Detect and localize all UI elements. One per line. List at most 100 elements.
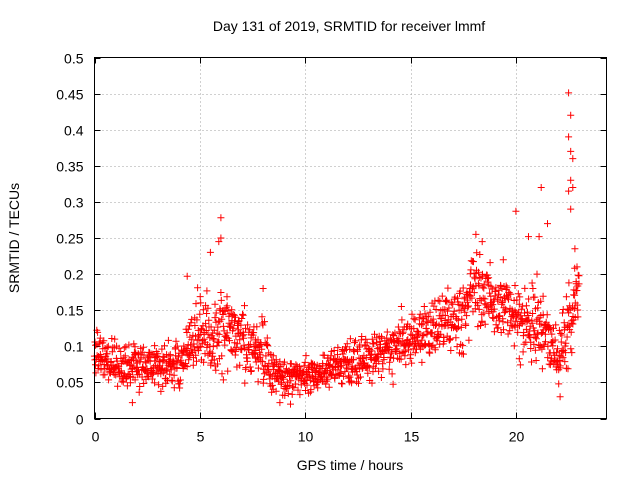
data-point bbox=[183, 345, 191, 352]
data-point bbox=[567, 205, 575, 213]
data-point bbox=[343, 340, 351, 348]
data-point bbox=[499, 256, 507, 264]
data-point bbox=[294, 386, 302, 394]
data-point bbox=[544, 354, 552, 362]
data-point bbox=[419, 332, 427, 340]
data-point bbox=[470, 289, 478, 297]
data-point bbox=[103, 362, 111, 370]
data-point bbox=[414, 328, 422, 336]
data-point bbox=[554, 345, 561, 353]
data-point bbox=[350, 346, 357, 354]
data-point bbox=[136, 383, 144, 390]
data-point bbox=[545, 322, 553, 330]
data-point bbox=[559, 309, 566, 317]
data-point bbox=[236, 336, 244, 344]
data-point bbox=[574, 313, 582, 321]
data-point bbox=[422, 324, 430, 332]
data-point bbox=[507, 290, 515, 298]
data-point bbox=[287, 377, 295, 385]
data-point bbox=[194, 347, 202, 355]
data-point bbox=[375, 357, 383, 365]
data-point bbox=[210, 326, 218, 334]
data-point bbox=[223, 334, 231, 342]
data-point bbox=[358, 365, 366, 372]
data-point bbox=[362, 335, 370, 343]
data-point bbox=[363, 339, 371, 347]
data-point bbox=[529, 285, 537, 292]
data-point bbox=[386, 358, 394, 366]
data-point bbox=[546, 326, 554, 334]
data-point bbox=[218, 315, 226, 323]
data-point bbox=[494, 290, 502, 298]
data-point bbox=[240, 331, 248, 339]
data-point bbox=[350, 356, 358, 364]
data-point bbox=[393, 345, 401, 353]
data-point bbox=[477, 322, 484, 329]
data-point bbox=[334, 351, 341, 359]
data-point bbox=[551, 336, 559, 344]
data-point bbox=[287, 360, 295, 368]
data-point bbox=[444, 284, 452, 292]
data-point bbox=[236, 361, 244, 369]
data-point bbox=[196, 331, 204, 338]
data-point bbox=[94, 328, 102, 336]
data-point bbox=[530, 340, 538, 348]
data-point bbox=[424, 312, 432, 320]
data-point bbox=[288, 390, 296, 398]
data-point bbox=[426, 308, 434, 316]
data-point bbox=[438, 292, 446, 300]
data-point bbox=[458, 315, 466, 323]
data-point bbox=[506, 327, 514, 335]
data-point bbox=[202, 327, 210, 334]
y-tick-label: 0.3 bbox=[64, 195, 84, 211]
data-point bbox=[567, 147, 575, 155]
data-point bbox=[287, 400, 294, 408]
data-point bbox=[473, 249, 481, 257]
data-point bbox=[192, 351, 200, 359]
data-point bbox=[346, 335, 354, 343]
y-tick-label: 0.25 bbox=[56, 231, 83, 247]
data-point bbox=[524, 312, 532, 319]
data-point bbox=[263, 334, 271, 342]
data-point bbox=[514, 290, 522, 298]
data-point bbox=[165, 352, 173, 360]
data-point bbox=[223, 329, 231, 337]
data-point bbox=[161, 342, 168, 350]
data-point bbox=[365, 364, 373, 372]
data-point bbox=[499, 318, 507, 326]
data-point bbox=[428, 329, 436, 337]
data-point bbox=[191, 322, 199, 329]
data-point bbox=[388, 370, 396, 378]
data-point bbox=[155, 381, 163, 389]
data-point bbox=[266, 371, 274, 379]
data-point bbox=[573, 287, 581, 294]
data-point bbox=[408, 359, 416, 367]
data-point bbox=[405, 346, 413, 354]
data-point bbox=[394, 323, 402, 331]
data-point bbox=[475, 282, 483, 290]
data-point bbox=[245, 343, 253, 351]
data-point bbox=[203, 310, 211, 317]
data-point bbox=[375, 367, 383, 375]
data-point bbox=[432, 306, 440, 313]
data-point bbox=[535, 233, 543, 241]
data-point bbox=[567, 328, 575, 336]
data-point bbox=[420, 303, 428, 310]
data-point bbox=[355, 379, 362, 387]
data-point bbox=[327, 352, 335, 360]
data-point bbox=[244, 321, 252, 329]
data-point bbox=[555, 326, 563, 334]
data-point bbox=[527, 345, 535, 352]
data-point bbox=[202, 320, 210, 328]
data-point bbox=[565, 89, 573, 97]
data-point bbox=[478, 318, 486, 326]
data-point bbox=[279, 374, 287, 381]
data-point bbox=[220, 307, 228, 315]
data-point bbox=[268, 388, 276, 396]
x-tick-label: 20 bbox=[509, 429, 525, 445]
data-point bbox=[456, 287, 464, 295]
data-point bbox=[278, 379, 286, 387]
data-point bbox=[214, 323, 222, 331]
data-point bbox=[490, 314, 498, 322]
data-point bbox=[459, 342, 467, 350]
